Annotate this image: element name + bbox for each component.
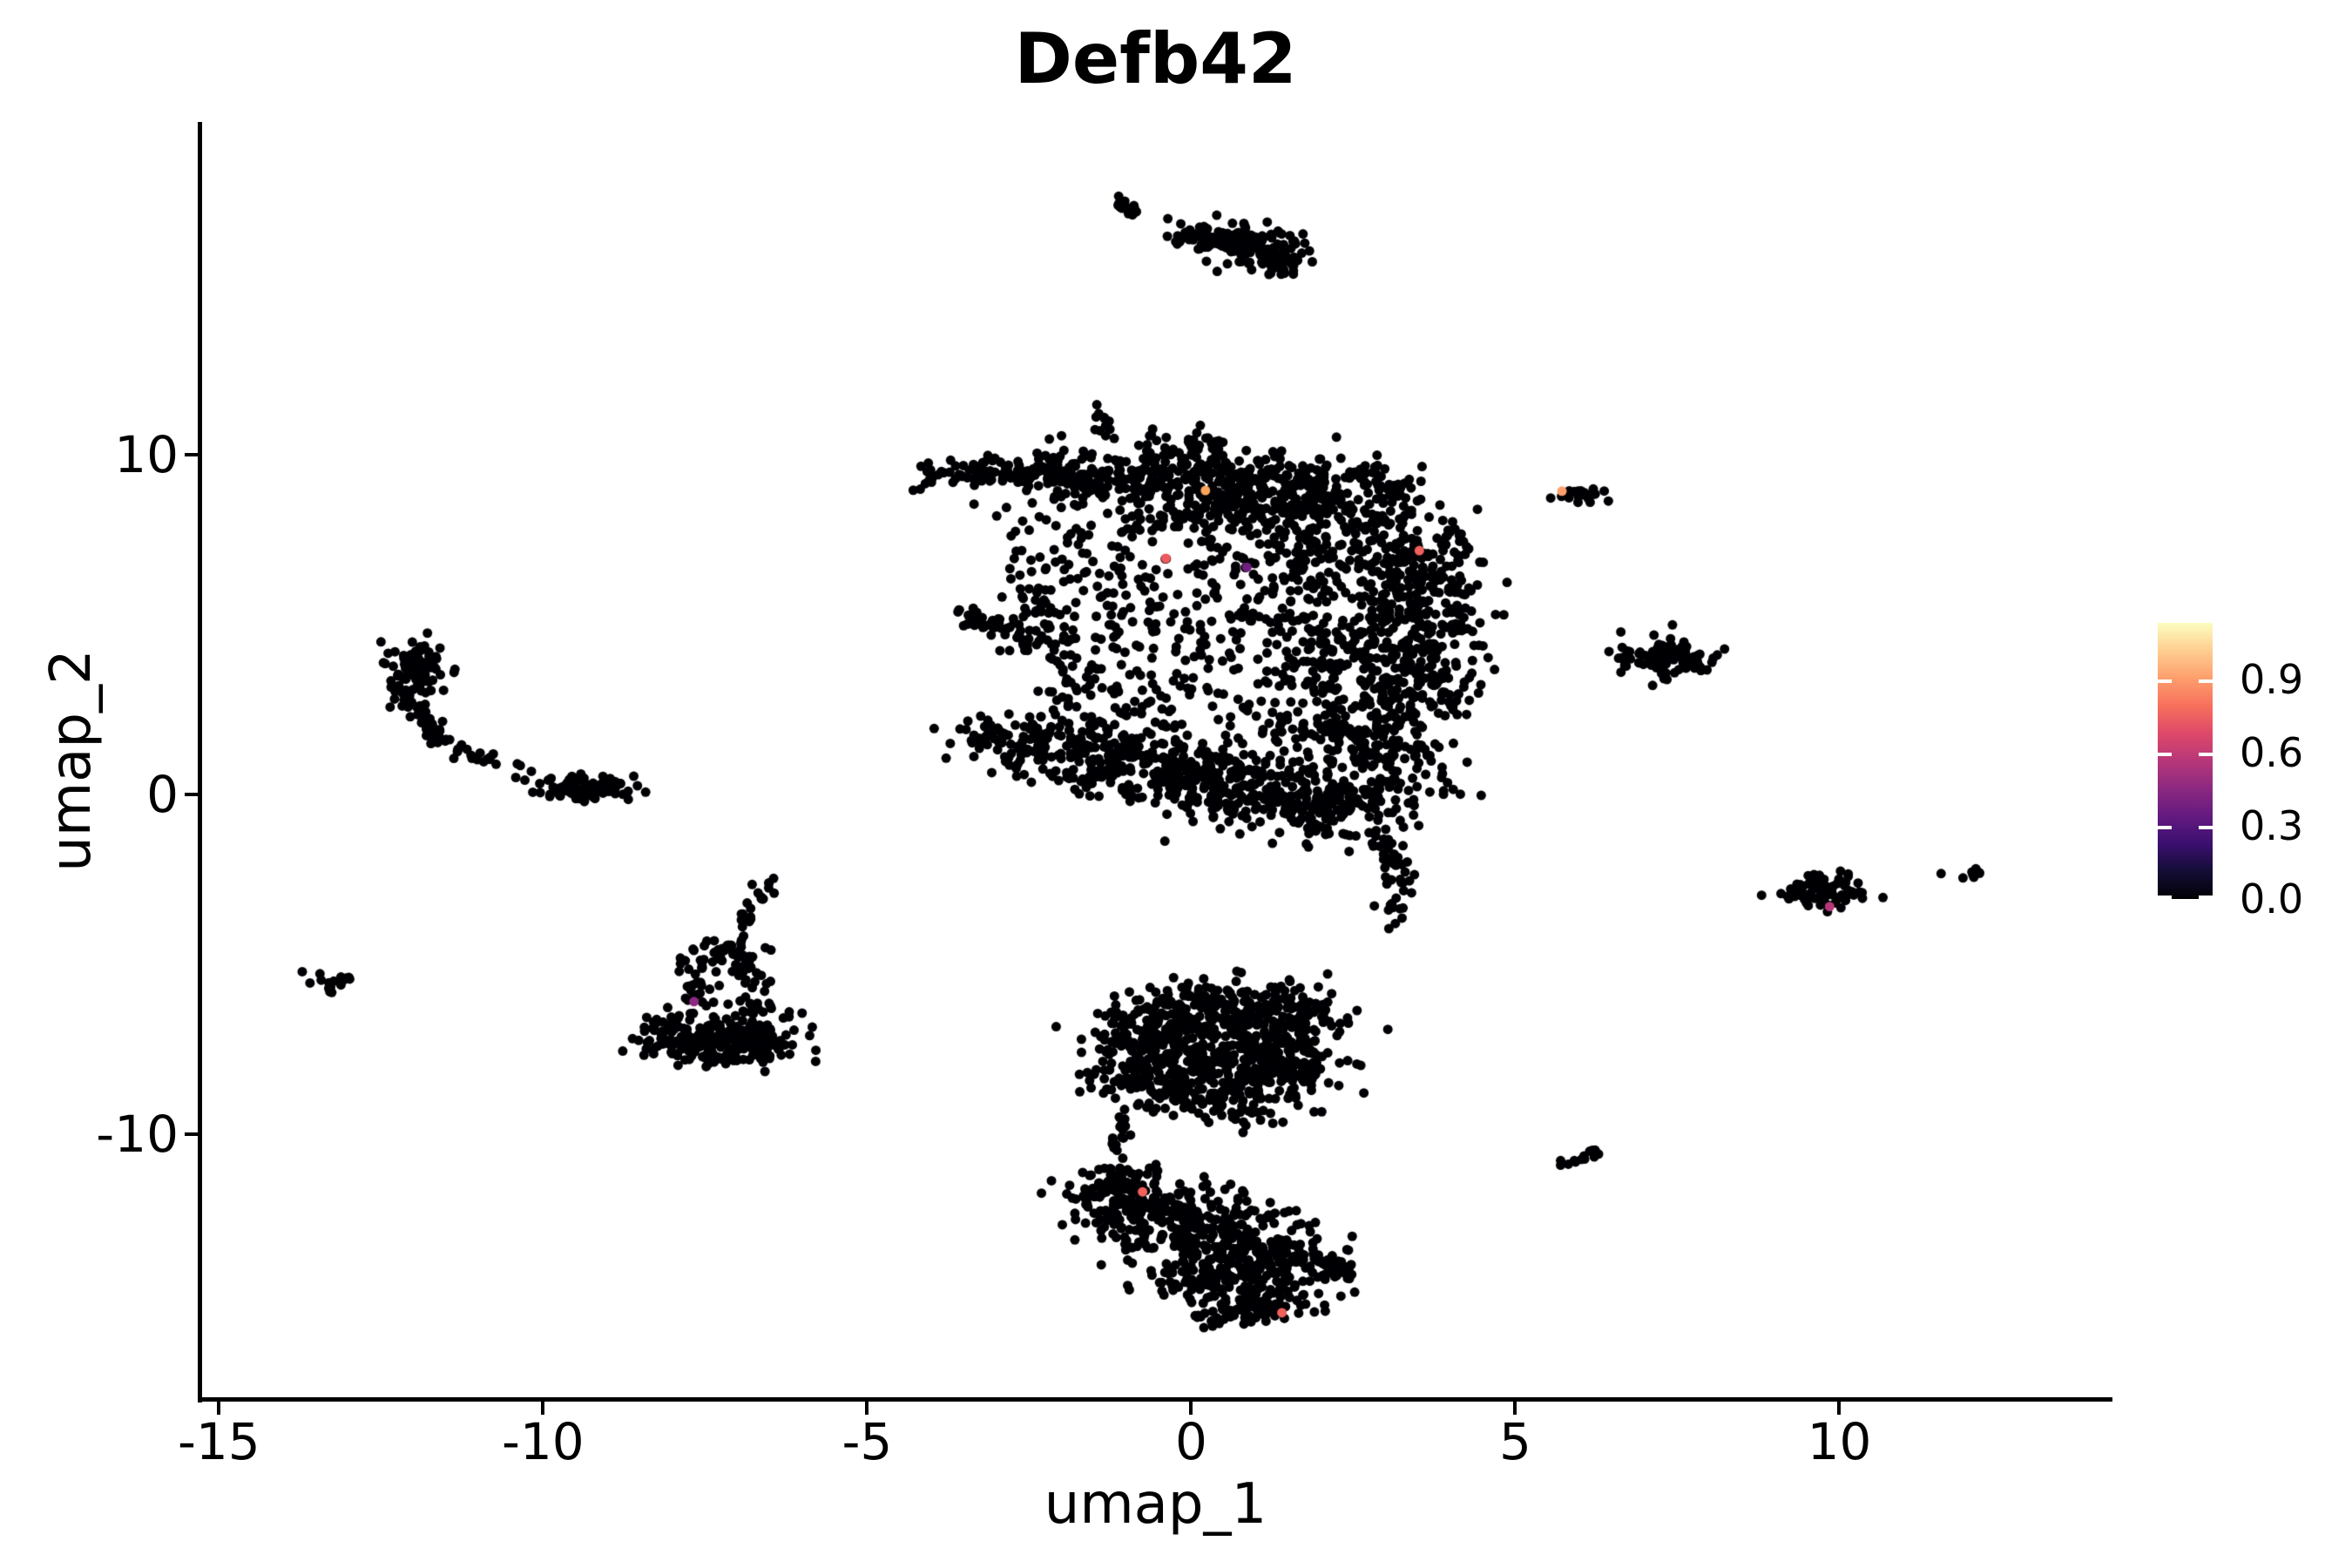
x-tick-label: 10	[1807, 1412, 1872, 1471]
x-tick-label: 0	[1174, 1412, 1207, 1471]
colorbar-tick-left	[2158, 896, 2172, 899]
y-tick-label: -10	[96, 1104, 179, 1164]
colorbar-tick-label: 0.9	[2240, 655, 2304, 703]
x-tick-label: -10	[501, 1412, 585, 1471]
colorbar-tick-label: 0.3	[2240, 801, 2304, 849]
colorbar-tick-left	[2158, 679, 2172, 683]
colorbar-tick-left	[2158, 752, 2172, 756]
colorbar-tick-label: 0.0	[2240, 875, 2304, 923]
y-tick-mark	[185, 1132, 198, 1136]
y-tick-mark	[185, 792, 198, 796]
y-axis-title: umap_2	[38, 649, 104, 872]
x-tick-mark	[1513, 1402, 1517, 1415]
colorbar-legend: 0.9 0.6 0.3 0.0	[2158, 623, 2349, 919]
colorbar-tick-right	[2199, 896, 2213, 899]
x-tick-mark	[1189, 1402, 1193, 1415]
y-tick-label: 10	[114, 425, 179, 485]
y-tick-label: 0	[146, 764, 179, 824]
colorbar-tick-right	[2199, 679, 2213, 683]
colorbar-tick-right	[2199, 825, 2213, 829]
x-tick-mark	[541, 1402, 545, 1415]
x-tick-label: -5	[841, 1412, 893, 1471]
x-tick-mark	[217, 1402, 221, 1415]
colorbar-gradient	[2158, 623, 2213, 899]
y-axis-line	[198, 122, 202, 1402]
x-axis-line	[198, 1397, 2112, 1402]
y-tick-mark	[185, 453, 198, 457]
colorbar-tick-right	[2199, 752, 2213, 756]
x-tick-mark	[1837, 1402, 1842, 1415]
colorbar-tick-label: 0.6	[2240, 728, 2304, 776]
colorbar-tick-left	[2158, 825, 2172, 829]
x-axis-title: umap_1	[1044, 1472, 1267, 1537]
x-tick-mark	[865, 1402, 869, 1415]
x-tick-label: -15	[177, 1412, 260, 1471]
x-tick-label: 5	[1499, 1412, 1531, 1471]
